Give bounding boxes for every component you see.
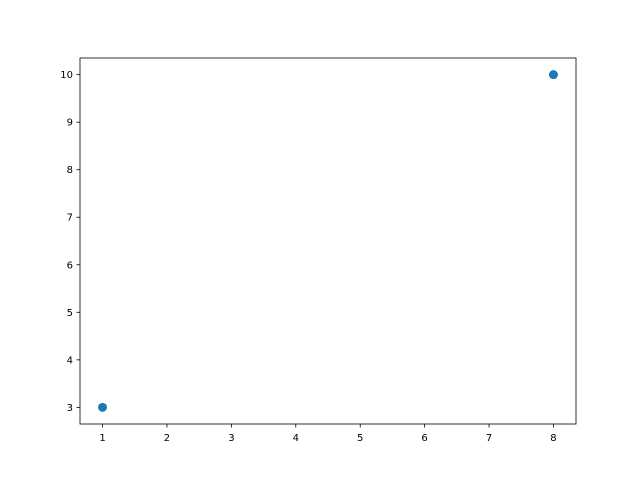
x-tick-label: 7 <box>486 433 492 444</box>
y-tick-label: 7 <box>67 213 73 224</box>
x-tick-label: 2 <box>164 433 170 444</box>
x-tick-label: 8 <box>550 433 556 444</box>
y-tick-label: 3 <box>67 403 73 414</box>
y-tick-label: 5 <box>67 308 73 319</box>
x-axis: 1 2 3 4 5 6 7 8 <box>99 424 557 444</box>
x-tick-label: 1 <box>99 433 105 444</box>
y-tick-label: 10 <box>60 70 73 81</box>
x-tick-label: 4 <box>293 433 299 444</box>
x-tick-label: 3 <box>228 433 234 444</box>
y-tick-label: 9 <box>67 118 73 129</box>
y-axis: 3 4 5 6 7 8 9 10 <box>60 70 80 414</box>
y-tick-label: 8 <box>67 165 73 176</box>
plot-area <box>79 57 577 425</box>
x-tick-label: 5 <box>357 433 363 444</box>
data-points <box>98 70 558 412</box>
y-tick-label: 6 <box>67 260 73 271</box>
data-point <box>98 402 108 412</box>
data-point <box>548 70 558 80</box>
x-tick-label: 6 <box>421 433 427 444</box>
y-tick-label: 4 <box>67 355 73 366</box>
